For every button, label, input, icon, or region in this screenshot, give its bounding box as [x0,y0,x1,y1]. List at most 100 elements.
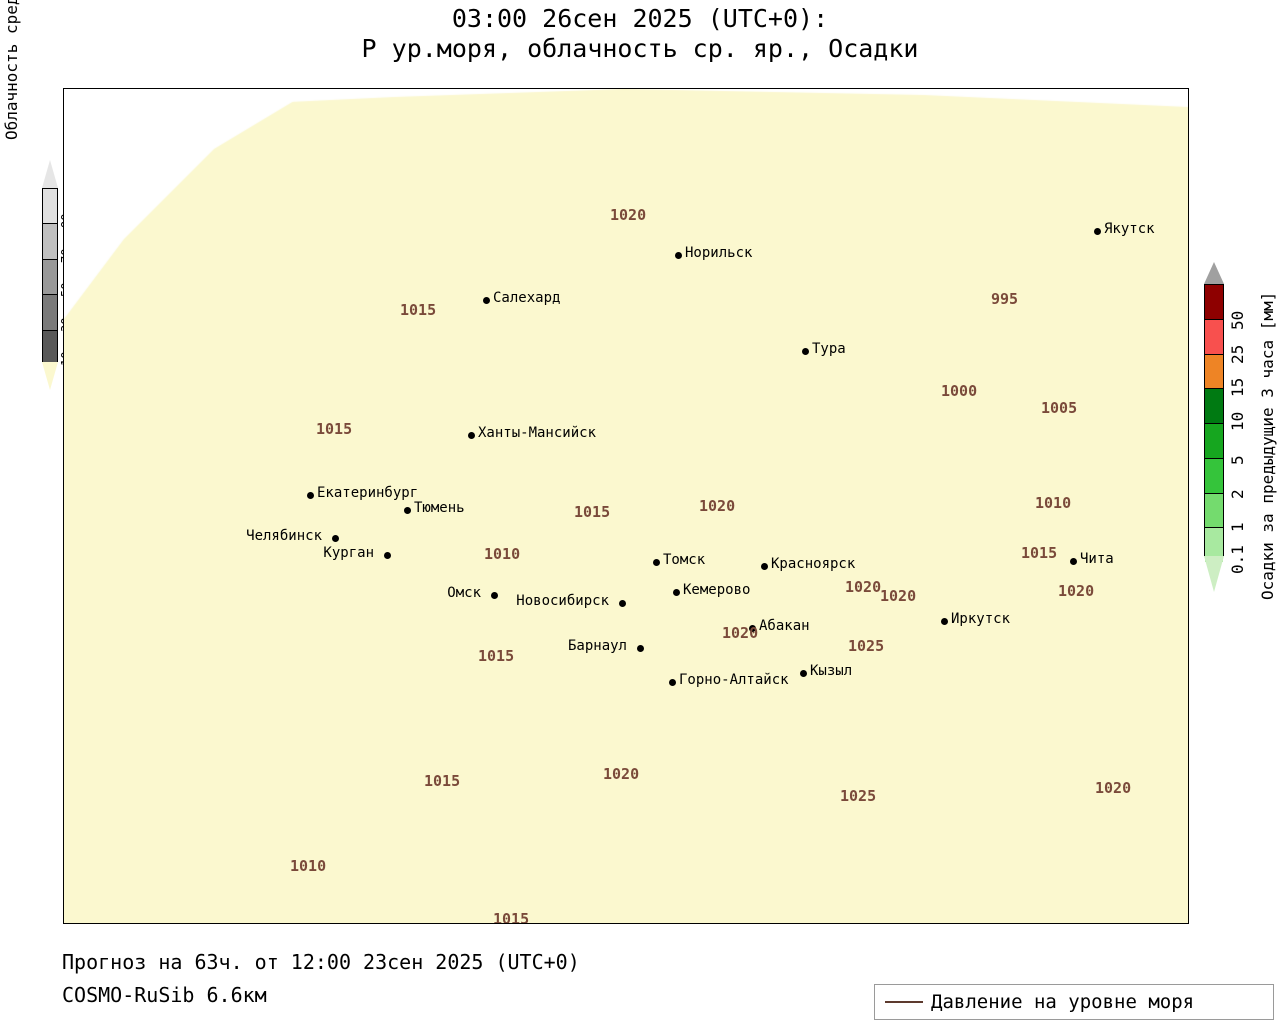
city-dot-icon [404,507,411,514]
isobar-label: 1000 [941,382,978,400]
city-dot-icon [619,600,626,607]
city-label: Челябинск [246,528,322,544]
isobar-label: 1025 [848,637,885,655]
city-label: Омск [447,585,481,601]
city-dot-icon [673,589,680,596]
city-dot-icon [468,432,475,439]
city-dot-icon [332,535,339,542]
title-line-2: P ур.моря, облачность ср. яр., Осадки [361,34,919,63]
precipitation-swatch [1205,457,1223,493]
precipitation-tick-label: 10 [1228,411,1247,431]
cloudiness-swatch [43,223,57,259]
precipitation-tick-label: 50 [1228,310,1247,330]
isobar-label: 1020 [722,624,759,642]
precipitation-over-arrow [1204,262,1224,284]
isobar-label: 995 [991,290,1019,308]
isobar-label: 1015 [1021,544,1058,562]
cloudiness-swatch [43,258,57,295]
city-label: Тура [812,341,846,357]
cloudiness-swatch [43,189,57,224]
precipitation-axis-title: Осадки за предыдущие 3 часа [мм] [1258,291,1277,600]
city-label: Екатеринбург [317,485,419,501]
isobar-label: 1015 [493,910,530,924]
city-dot-icon [483,297,490,304]
city-dot-icon [749,625,756,632]
city-label: Ханты-Мансийск [478,425,597,441]
precipitation-under-arrow [1204,556,1224,592]
cloudiness-over-arrow [42,160,58,188]
pressure-legend-line-icon [885,1001,923,1003]
city-dot-icon [491,592,498,599]
precipitation-colorbar: 50 25 15 10 5 2 1 0.1 [1204,262,1247,592]
precipitation-swatch [1205,527,1223,562]
city-label: Чита [1080,551,1114,567]
isobar-label: 1005 [1041,399,1078,417]
isobar-label: 1020 [610,206,647,224]
city-label: Новосибирск [516,593,609,609]
map-raster [64,89,1188,923]
title-line-1: 03:00 26сен 2025 (UTC+0): [451,4,829,33]
precipitation-swatch [1205,388,1223,423]
city-label: Тюмень [414,500,465,516]
precipitation-tick-label: 5 [1228,455,1247,465]
precipitation-swatch [1205,492,1223,528]
forecast-info-line: Прогноз на 63ч. от 12:00 23сен 2025 (UTC… [62,950,580,974]
city-label: Норильск [685,245,753,261]
isobar-label: 1020 [880,587,917,605]
city-label: Барнаул [567,638,627,654]
isobar-label: 1025 [840,787,877,805]
isobar-label: 1010 [290,857,327,875]
isobar-label: 1010 [484,545,521,563]
precipitation-tick-label: 1 [1228,522,1247,533]
cloudiness-swatch [43,294,57,330]
precipitation-tick-label: 25 [1228,344,1247,364]
weather-map[interactable]: Норильск Якутск Салехард Тура Ханты-Мансийск… [63,88,1189,924]
city-dot-icon [1070,558,1077,565]
city-label: Курган [323,545,374,561]
city-label: Кызыл [810,663,853,679]
city-dot-icon [384,552,391,559]
city-dot-icon [1094,228,1101,235]
precipitation-tick-label: 0.1 [1228,545,1247,574]
precipitation-swatch [1205,318,1223,354]
isobar-label: 1015 [400,301,437,319]
model-name-line: COSMO-RuSib 6.6км [62,983,267,1007]
city-label: Иркутск [951,611,1011,627]
precipitation-swatch [1205,423,1223,458]
isobar-label: 1015 [574,503,611,521]
isobar-label: 1020 [603,765,640,783]
city-label: Якутск [1104,221,1155,237]
city-label: Кемерово [683,582,751,598]
isobar-label: 1015 [424,772,461,790]
isobar-label: 1020 [1095,779,1132,797]
pressure-legend: Давление на уровне моря [874,984,1274,1020]
precipitation-tick-label: 15 [1228,377,1247,398]
isobar-label: 1020 [699,497,736,515]
city-dot-icon [653,559,660,566]
isobar-label: 1020 [845,578,882,596]
cloudiness-under-arrow [42,362,58,390]
city-label: Салехард [493,290,561,306]
city-dot-icon [637,645,644,652]
cloudiness-colorbar-body [42,188,58,365]
city-dot-icon [675,252,682,259]
precipitation-swatch [1205,285,1223,319]
city-dot-icon [761,563,768,570]
city-label: Горно-Алтайск [679,672,789,688]
chart-title: 03:00 26сен 2025 (UTC+0): P ур.моря, обл… [0,4,1280,64]
cloudiness-axis-title: Облачность среднего яруса [%] [2,0,21,140]
city-dot-icon [802,348,809,355]
city-label: Красноярск [771,556,856,572]
isobar-label: 1015 [316,420,353,438]
city-label: Абакан [759,618,810,634]
city-label: Томск [663,552,706,568]
isobar-label: 1010 [1035,494,1072,512]
cloudiness-swatch [43,329,57,365]
precipitation-tick-label: 2 [1228,488,1247,499]
city-dot-icon [800,670,807,677]
cloudiness-colorbar: 9070503010 [42,160,73,390]
precipitation-swatch [1205,353,1223,389]
city-dot-icon [941,618,948,625]
city-dot-icon [307,492,314,499]
isobar-label: 1015 [478,647,515,665]
